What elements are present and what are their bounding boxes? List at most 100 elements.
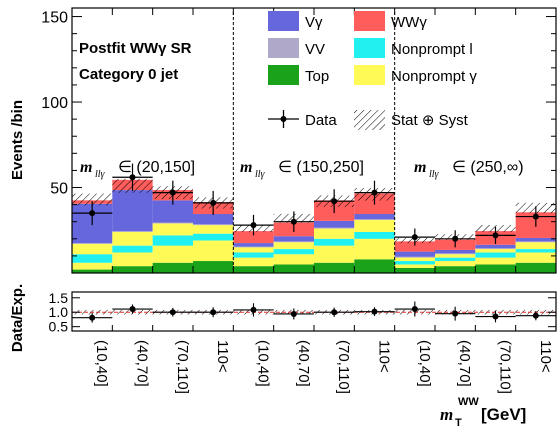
bar-Nonprompt-γ-0 <box>72 262 113 270</box>
bar-Nonprompt-l-1 <box>112 245 153 253</box>
bar-Nonprompt-γ-7 <box>354 220 395 232</box>
ratio-point-6 <box>331 309 338 316</box>
bar-Nonprompt-l-8 <box>394 261 435 265</box>
legend-swatch-vgamma <box>268 11 299 31</box>
y-tick-label: 150 <box>41 10 68 27</box>
ratio-point-4 <box>250 306 257 313</box>
x-tick-label: (10,40] <box>93 340 110 387</box>
legend-data-marker <box>268 110 299 128</box>
x-tick-label: 110< <box>376 340 393 373</box>
x-tick-label: 110< <box>537 340 554 373</box>
bar-Nonprompt-l-11 <box>515 249 556 253</box>
bar-Nonprompt-γ-8 <box>394 257 435 262</box>
bar-WWγ-8 <box>394 241 435 252</box>
chart-title: Postfit WWγ SR <box>79 40 192 57</box>
legend-swatch-nonprompt-l <box>354 38 385 58</box>
legend: Vγ WWγ VV Nonprompt l Top Nonprompt γ Da… <box>268 11 477 130</box>
legend-label-stat-syst: Stat ⊕ Syst <box>391 112 469 129</box>
bar-Vγ-1 <box>112 190 153 232</box>
chart-subtitle: Category 0 jet <box>79 66 178 83</box>
bar-Top-11 <box>515 262 556 273</box>
ratio-point-9 <box>452 310 459 317</box>
x-axis-label: m T WW [GeV] <box>440 396 526 429</box>
bar-Nonprompt-γ-3 <box>193 240 234 262</box>
bar-Nonprompt-γ-9 <box>435 261 476 267</box>
x-tick-label: (10,40] <box>255 340 272 387</box>
ratio-point-1 <box>129 306 136 313</box>
x-tick-label: (40,70] <box>295 340 312 387</box>
bar-Vγ-11 <box>515 237 556 242</box>
ratio-point-5 <box>290 310 297 317</box>
bar-Nonprompt-γ-0 <box>72 243 113 255</box>
svg-text:m: m <box>240 159 252 176</box>
ratio-point-2 <box>169 309 176 316</box>
bar-Top-2 <box>152 262 193 273</box>
bar-Nonprompt-γ-6 <box>314 245 355 263</box>
bar-VV-6 <box>314 227 355 229</box>
bar-VV-4 <box>233 246 274 248</box>
bar-Nonprompt-l-4 <box>233 252 274 258</box>
ratio-point-8 <box>411 306 418 313</box>
bar-Nonprompt-γ-5 <box>273 254 314 265</box>
bar-VV-7 <box>354 219 395 220</box>
bar-Nonprompt-γ-7 <box>354 238 395 260</box>
bar-Nonprompt-l-7 <box>354 231 395 239</box>
bar-VV-10 <box>475 248 516 250</box>
bar-Vγ-6 <box>314 220 355 228</box>
bar-Nonprompt-γ-1 <box>112 231 153 246</box>
bar-Nonprompt-γ-10 <box>475 249 516 253</box>
data-point-6 <box>331 198 338 205</box>
legend-swatch-vv <box>268 38 299 58</box>
svg-text:llγ: llγ <box>429 169 440 180</box>
svg-text:m: m <box>414 159 426 176</box>
bar-Nonprompt-γ-11 <box>515 252 556 263</box>
bar-Nonprompt-γ-9 <box>435 254 476 258</box>
data-point-5 <box>290 218 297 225</box>
bar-VV-2 <box>152 222 193 224</box>
bar-Top-7 <box>354 259 395 273</box>
bar-Nonprompt-l-5 <box>273 249 314 255</box>
bar-Nonprompt-γ-11 <box>515 242 556 250</box>
x-tick-label: (40,70] <box>134 340 151 387</box>
ratio-y-tick-label: 1.0 <box>49 304 69 320</box>
legend-label-vgamma: Vγ <box>305 14 323 31</box>
legend-label-top: Top <box>305 68 329 85</box>
svg-text:T: T <box>455 417 462 429</box>
bar-Top-0 <box>72 269 113 273</box>
svg-text:m: m <box>440 405 453 424</box>
data-point-8 <box>411 234 418 241</box>
region-label-1: m llγ ∈ (20,150] <box>80 159 195 180</box>
bar-Nonprompt-γ-5 <box>273 242 314 250</box>
bar-Top-5 <box>273 264 314 273</box>
bar-Vγ-3 <box>193 214 234 225</box>
legend-label-vv: VV <box>305 41 325 58</box>
bar-Nonprompt-γ-2 <box>152 223 193 236</box>
svg-text:WW: WW <box>458 396 479 408</box>
bar-Top-4 <box>233 266 274 273</box>
svg-text:∈ (20,150]: ∈ (20,150] <box>118 159 195 176</box>
bar-Vγ-8 <box>394 251 435 257</box>
bar-Top-9 <box>435 266 476 273</box>
bar-Nonprompt-l-3 <box>193 233 234 241</box>
x-tick-label: (70,110] <box>335 340 352 394</box>
bar-Top-6 <box>314 262 355 273</box>
bar-VV-3 <box>193 224 234 226</box>
y-tick-label: 50 <box>50 181 68 198</box>
legend-swatch-stat-syst <box>354 110 385 130</box>
bar-Nonprompt-l-10 <box>475 252 516 258</box>
bar-VV-1 <box>112 231 153 232</box>
bar-Nonprompt-l-9 <box>435 257 476 262</box>
bar-Nonprompt-l-2 <box>152 235 193 246</box>
ratio-point-11 <box>532 312 539 319</box>
legend-swatch-nonprompt-gamma <box>354 65 385 85</box>
ratio-point-7 <box>371 308 378 315</box>
legend-label-nonprompt-gamma: Nonprompt γ <box>391 68 477 85</box>
data-point-0 <box>89 210 96 217</box>
bar-Vγ-2 <box>152 200 193 223</box>
bar-Vγ-4 <box>233 243 274 247</box>
svg-text:∈ (150,250]: ∈ (150,250] <box>278 159 364 176</box>
region-label-2: m llγ ∈ (150,250] <box>240 159 364 180</box>
bar-Top-8 <box>394 267 435 273</box>
bar-Nonprompt-γ-8 <box>394 264 435 268</box>
